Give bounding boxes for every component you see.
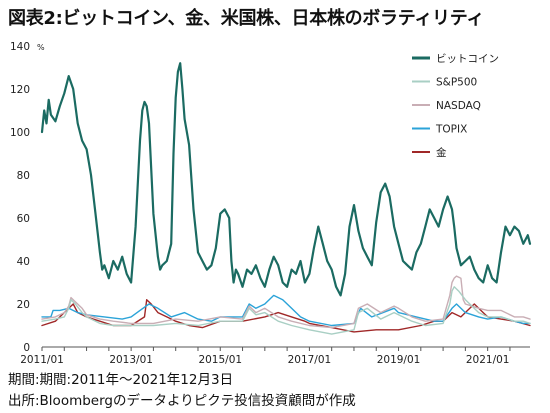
legend-label: ビットコイン — [436, 53, 499, 65]
legend: ビットコイン S&P500 NASDAQ TOPIX 金 — [412, 53, 499, 159]
x-tick-label: 2015/01 — [198, 354, 242, 365]
legend-label: 金 — [436, 146, 447, 159]
x-tick-label: 2011/01 — [20, 354, 64, 365]
legend-label: TOPIX — [435, 124, 467, 136]
y-tick-label: 40 — [17, 256, 30, 268]
legend-label: NASDAQ — [436, 100, 481, 112]
x-tick-label: 2013/01 — [109, 354, 153, 365]
series-line-1 — [40, 62, 532, 297]
legend-label: S&P500 — [436, 77, 477, 89]
chart-title: 図表2:ビットコイン、金、米国株、日本株のボラティリティ — [8, 8, 485, 29]
series-line-4 — [41, 294, 531, 327]
x-axis: 2011/01 2013/01 2015/01 2017/01 2019/01 2021/… — [20, 346, 530, 365]
plot-area — [40, 62, 532, 335]
volatility-chart: 0 20 40 60 80 100 120 140% 2011/01 2013/01 2015/0… — [10, 41, 532, 365]
x-tick-label: 2019/01 — [377, 354, 421, 365]
y-tick-label: 60 — [17, 213, 30, 225]
y-tick-label: 80 — [17, 170, 30, 182]
series-line-2 — [41, 286, 531, 335]
source-note: 出所:Bloombergのデータよりピクテ投信投資顧問が作成 — [8, 393, 356, 409]
x-tick-label: 2021/01 — [466, 354, 510, 365]
y-tick-label: 0 — [23, 342, 30, 354]
y-tick-label: 120 — [10, 84, 30, 96]
x-tick-label: 2017/01 — [288, 354, 332, 365]
y-tick-label: 20 — [17, 299, 30, 311]
series-line-3 — [41, 275, 531, 329]
period-note: 期間:期間:2011年～2021年12月3日 — [8, 372, 234, 388]
y-tick-label: 100 — [10, 127, 30, 139]
y-tick-label: 140 — [10, 41, 30, 53]
y-unit-label: % — [37, 43, 45, 52]
y-axis: 0 20 40 60 80 100 120 140% — [10, 41, 45, 354]
